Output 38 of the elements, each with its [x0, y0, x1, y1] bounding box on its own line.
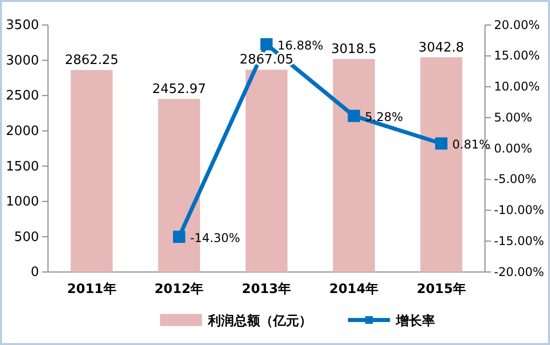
- data-label: 2452.97: [152, 82, 206, 97]
- point: [435, 137, 448, 150]
- y2-tick-label: 20.00%: [494, 18, 540, 32]
- x-tick-label: 2015年: [416, 282, 466, 298]
- y2-tick-label: 15.00%: [494, 48, 540, 63]
- y2-tick-label: -20.00%: [494, 264, 544, 279]
- y2-tick-label: 10.00%: [494, 80, 540, 94]
- y2-tick-label: -5.00%: [494, 172, 536, 186]
- bar: [70, 70, 113, 272]
- data-label: 2862.25: [64, 53, 119, 68]
- data-label: -14.30%: [190, 230, 240, 245]
- data-label: 0.81%: [452, 138, 490, 152]
- x-tick-label: 2011年: [67, 282, 116, 298]
- data-label: 16.88%: [278, 38, 324, 52]
- y-tick-label: 3500: [6, 18, 39, 34]
- y2-tick-label: 0.00%: [494, 141, 532, 156]
- y-tick-label: 1000: [6, 194, 39, 210]
- legend-label: 利润总额（亿元）: [207, 313, 312, 329]
- point: [172, 230, 186, 243]
- data-label: 5.28%: [364, 110, 404, 124]
- x-tick-label: 2014年: [329, 282, 378, 298]
- x-tick-label: 2012年: [154, 282, 204, 298]
- y2-tick-label: -10.00%: [494, 203, 544, 218]
- bar: [246, 70, 288, 272]
- y-tick-label: 3000: [6, 53, 39, 68]
- y-tick-label: 2500: [6, 88, 39, 104]
- x-tick-label: 2013年: [242, 282, 292, 298]
- data-label: 3018.5: [331, 42, 377, 57]
- data-label: 3042.8: [418, 40, 464, 56]
- y-tick-label: 500: [14, 230, 39, 245]
- y2-tick-label: -15.00%: [494, 234, 544, 248]
- point: [260, 38, 273, 50]
- y-tick-label: 2000: [6, 124, 39, 140]
- y-tick-label: 0: [30, 265, 39, 280]
- legend-label: 增长率: [395, 313, 435, 329]
- y-tick-label: 1500: [6, 159, 39, 174]
- y2-tick-label: 5.00%: [494, 110, 532, 124]
- point: [348, 110, 360, 122]
